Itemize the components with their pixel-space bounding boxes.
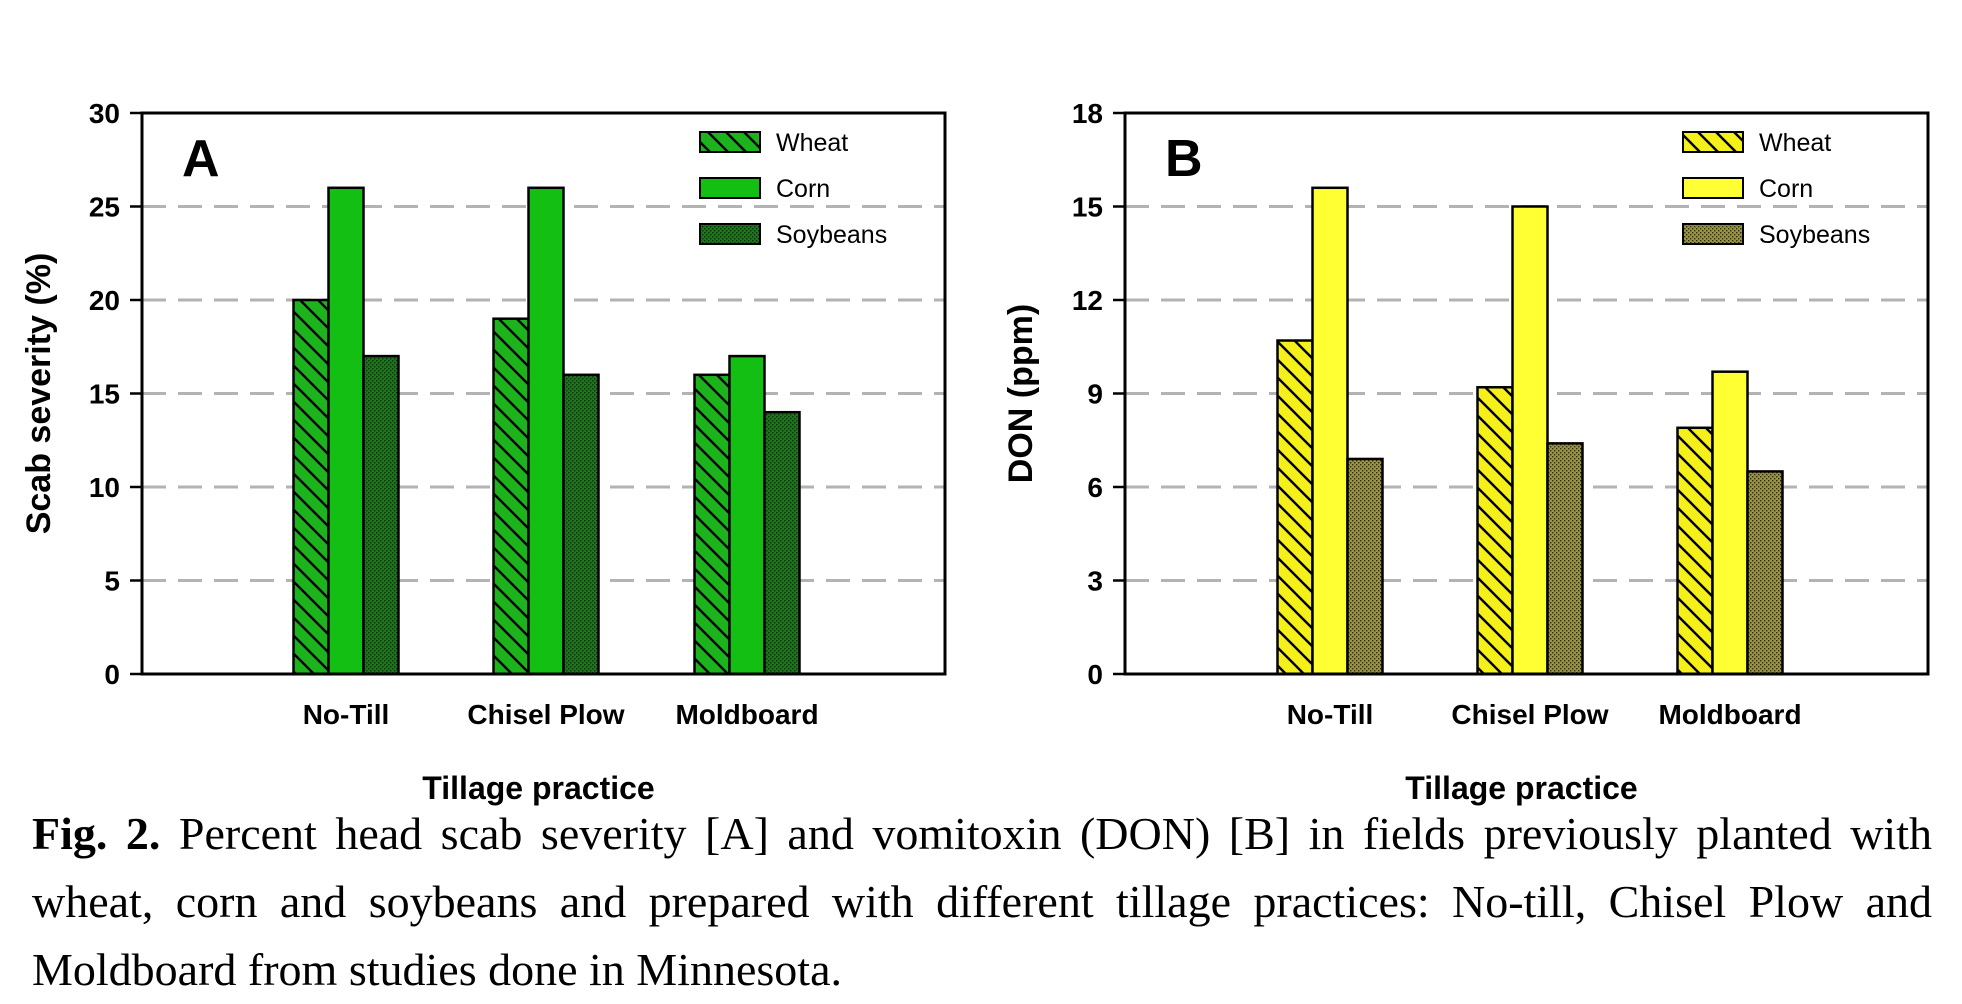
y-tick-label: 9 [1087,379,1103,410]
y-axis-title: DON (ppm) [1002,304,1040,483]
y-tick-label: 18 [1072,98,1103,129]
caption-text: Percent head scab severity [A] and vomit… [32,808,1932,995]
y-axis-title: Scab severity (%) [20,253,58,535]
y-tick-label: 20 [89,285,120,316]
x-tick-label: Moldboard [1658,699,1801,730]
x-tick-label: Chisel Plow [1451,699,1608,730]
legend-label: Soybeans [776,221,887,249]
legend-swatch-wheat [1682,131,1744,153]
bar-soybeans [763,410,801,676]
legend-swatch-wheat [699,131,761,153]
chart-panel-a: 0 5 10 15 20 25 30 No-Till Chisel Plow Moldboard A… [20,98,947,806]
figure-caption: Fig. 2. Percent head scab severity [A] a… [32,800,1932,1004]
bar-corn [527,186,565,676]
y-tick-label: 12 [1072,285,1103,316]
bar-corn [1511,205,1549,676]
y-tick-label: 10 [89,472,120,503]
panel-label: A [182,130,220,188]
bar-soybeans [1746,470,1784,676]
bar-corn [1311,186,1349,676]
x-tick-label: Moldboard [675,699,818,730]
y-tick-label: 5 [104,566,120,597]
legend-label: Wheat [1759,129,1831,157]
y-tick-label: 15 [89,379,120,410]
panel-label: B [1165,130,1203,188]
bar-corn [728,354,766,676]
plot-frame [1123,111,1930,676]
bar-wheat [1676,426,1714,676]
legend-label: Soybeans [1759,221,1870,249]
legend-swatch-soybeans [1682,223,1744,245]
legend-swatch-corn [699,177,761,199]
y-tick-label: 0 [104,659,120,690]
caption-label: Fig. 2. [32,808,161,859]
bar-wheat [693,373,731,676]
x-axis-title: Tillage practice [422,770,654,806]
legend-swatch-soybeans [699,223,761,245]
bar-corn [1711,370,1749,676]
y-tick-label: 6 [1087,472,1103,503]
legend-label: Corn [776,175,830,203]
bar-wheat [1476,386,1514,676]
x-tick-label: No-Till [303,699,390,730]
y-tick-label: 25 [89,192,120,223]
y-tick-label: 3 [1087,566,1103,597]
bar-corn [327,186,365,676]
bar-wheat [1276,339,1314,676]
bar-soybeans [1346,457,1384,676]
plot-frame [140,111,947,676]
x-tick-label: No-Till [1287,699,1374,730]
chart-panel-b: 0 3 6 9 12 15 18 No-Till Chisel Plow Moldboard B Wh… [1002,98,1930,806]
bar-soybeans [362,354,400,676]
bar-wheat [292,298,330,676]
y-tick-label: 0 [1087,659,1103,690]
x-axis-title: Tillage practice [1405,770,1637,806]
bar-soybeans [562,373,600,676]
bar-soybeans [1546,442,1584,676]
y-tick-label: 30 [89,98,120,129]
legend-swatch-corn [1682,177,1744,199]
y-tick-label: 15 [1072,192,1103,223]
x-tick-label: Chisel Plow [467,699,624,730]
bar-wheat [492,317,530,676]
legend-label: Wheat [776,129,848,157]
legend-label: Corn [1759,175,1813,203]
